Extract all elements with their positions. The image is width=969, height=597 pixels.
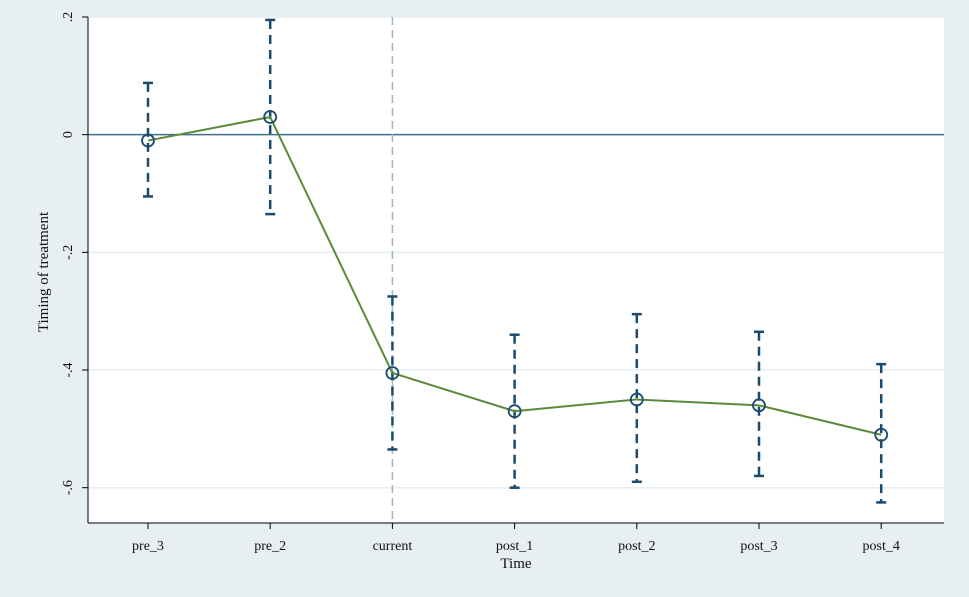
x-tick-label: current [373, 539, 413, 554]
data-point [141, 133, 155, 148]
x-tick-label: pre_3 [132, 539, 164, 554]
data-point [629, 392, 644, 407]
data-point [507, 404, 522, 419]
plot-area [88, 17, 944, 523]
series-line-layer [147, 115, 882, 436]
y-tick-label: -.4 [61, 362, 76, 377]
y-tick-label: -.2 [61, 245, 76, 260]
y-tick-label: 0 [61, 131, 76, 138]
data-point [752, 398, 766, 413]
data-point [263, 110, 278, 124]
y-axis-title: Timing of treatment [36, 211, 52, 332]
series-line [147, 115, 882, 436]
y-tick-label: .2 [61, 12, 76, 23]
x-tick-label: post_4 [863, 539, 900, 554]
y-ticks: .2 0 -.2 -.4 -.6 [61, 12, 88, 495]
x-tick-label: post_3 [740, 539, 777, 554]
markers [141, 110, 889, 442]
data-point [385, 366, 400, 380]
x-tick-label: post_2 [618, 539, 655, 554]
x-ticks: pre_3 pre_2 current post_1 post_2 post_3 post_… [132, 523, 900, 554]
y-tick-label: -.6 [61, 480, 76, 495]
x-tick-label: post_1 [496, 539, 533, 554]
x-axis-title: Time [500, 556, 531, 572]
data-point [874, 427, 889, 442]
x-tick-label: pre_2 [254, 539, 286, 554]
